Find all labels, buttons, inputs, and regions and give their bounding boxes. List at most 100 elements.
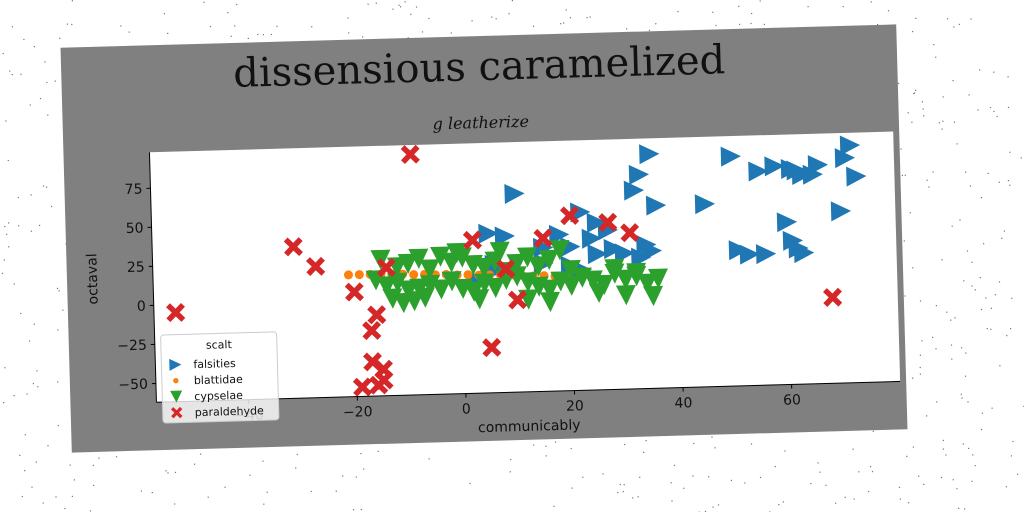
noise-dot: [1017, 473, 1019, 475]
data-point: [802, 164, 823, 185]
noise-dot: [921, 101, 923, 103]
noise-dot: [57, 329, 59, 331]
noise-dot: [508, 13, 510, 15]
noise-dot: [730, 479, 732, 481]
noise-dot: [44, 61, 46, 63]
legend: scalt falsities blattidae cypselaeparaldeh…: [160, 331, 280, 424]
noise-dot: [956, 488, 958, 490]
noise-dot: [21, 495, 23, 498]
data-point: [404, 290, 425, 312]
noise-dot: [964, 508, 966, 510]
noise-dot: [981, 412, 983, 414]
noise-dot: [750, 443, 753, 445]
data-point: [823, 287, 843, 307]
noise-dot: [167, 472, 169, 474]
noise-dot: [348, 32, 350, 34]
legend-entry-falsities: falsities: [169, 357, 236, 371]
data-point: [482, 337, 502, 358]
data-point: [538, 249, 559, 270]
y-tick-label: −25: [117, 338, 147, 355]
noise-dot: [1010, 455, 1012, 457]
noise-dot: [586, 17, 588, 19]
noise-dot: [932, 336, 934, 338]
noise-dot: [868, 490, 870, 493]
data-point: [400, 144, 420, 164]
noise-dot: [42, 502, 44, 504]
noise-dot: [4, 226, 6, 228]
noise-dot: [958, 507, 960, 509]
noise-dot: [6, 233, 8, 235]
noise-dot: [763, 23, 765, 25]
noise-dot: [991, 407, 993, 409]
series-paraldehyde: [166, 144, 843, 397]
noise-dot: [571, 487, 573, 489]
noise-dot: [247, 37, 249, 39]
noise-dot: [554, 441, 557, 443]
noise-dot: [968, 447, 970, 449]
data-point: [478, 223, 499, 244]
data-point: [414, 287, 435, 308]
noise-dot: [565, 9, 567, 11]
noise-dot: [871, 471, 874, 473]
legend-marker: [170, 406, 183, 419]
noise-dot: [57, 425, 59, 427]
noise-dot: [589, 16, 591, 18]
legend-label: falsities: [193, 357, 236, 371]
noise-dot: [872, 430, 874, 432]
noise-dot: [5, 120, 7, 122]
noise-dot: [942, 120, 944, 122]
noise-dot: [987, 172, 989, 174]
noise-dot: [392, 8, 394, 10]
data-point: [539, 291, 560, 313]
x-tick-label: 0: [462, 401, 471, 417]
noise-dot: [230, 35, 232, 37]
data-point: [560, 259, 581, 281]
noise-dot: [128, 31, 130, 33]
noise-dot: [979, 277, 981, 279]
noise-dot: [545, 445, 547, 447]
noise-dot: [1010, 328, 1012, 330]
noise-dot: [858, 471, 860, 473]
noise-dot: [39, 98, 42, 100]
noise-dot: [986, 328, 988, 330]
noise-dot: [967, 401, 969, 403]
noise-dot: [670, 482, 672, 484]
noise-dot: [511, 0, 513, 2]
noise-dot: [980, 197, 983, 199]
data-point: [615, 269, 636, 290]
noise-dot: [46, 186, 48, 188]
noise-dot: [900, 148, 902, 150]
legend-marker: [173, 377, 179, 384]
x-tick-label: −20: [343, 404, 373, 421]
noise-dot: [360, 509, 362, 511]
data-point: [516, 247, 537, 268]
noise-dot: [532, 25, 535, 27]
data-point: [728, 240, 749, 261]
noise-dot: [59, 37, 61, 39]
noise-dot: [92, 464, 94, 466]
noise-dot: [852, 448, 854, 450]
noise-dot: [47, 445, 49, 447]
noise-dot: [270, 33, 272, 36]
noise-dot: [950, 319, 952, 321]
noise-dot: [491, 16, 493, 18]
noise-dot: [194, 463, 196, 465]
noise-dot: [807, 6, 809, 8]
noise-dot: [897, 82, 900, 85]
legend-marker: [170, 390, 183, 403]
noise-dot: [908, 502, 910, 504]
data-point: [469, 289, 490, 310]
noise-dot: [989, 106, 992, 109]
data-point: [507, 290, 528, 310]
noise-dot: [915, 89, 917, 91]
noise-dot: [140, 490, 142, 492]
noise-dot: [898, 486, 901, 488]
noise-dot: [936, 401, 938, 403]
noise-dot: [46, 81, 48, 84]
noise-dot: [11, 74, 13, 76]
noise-dot: [956, 143, 958, 145]
noise-dot: [93, 484, 95, 486]
legend-title: scalt: [206, 338, 233, 352]
noise-dot: [545, 455, 547, 457]
noise-dot: [960, 393, 962, 395]
